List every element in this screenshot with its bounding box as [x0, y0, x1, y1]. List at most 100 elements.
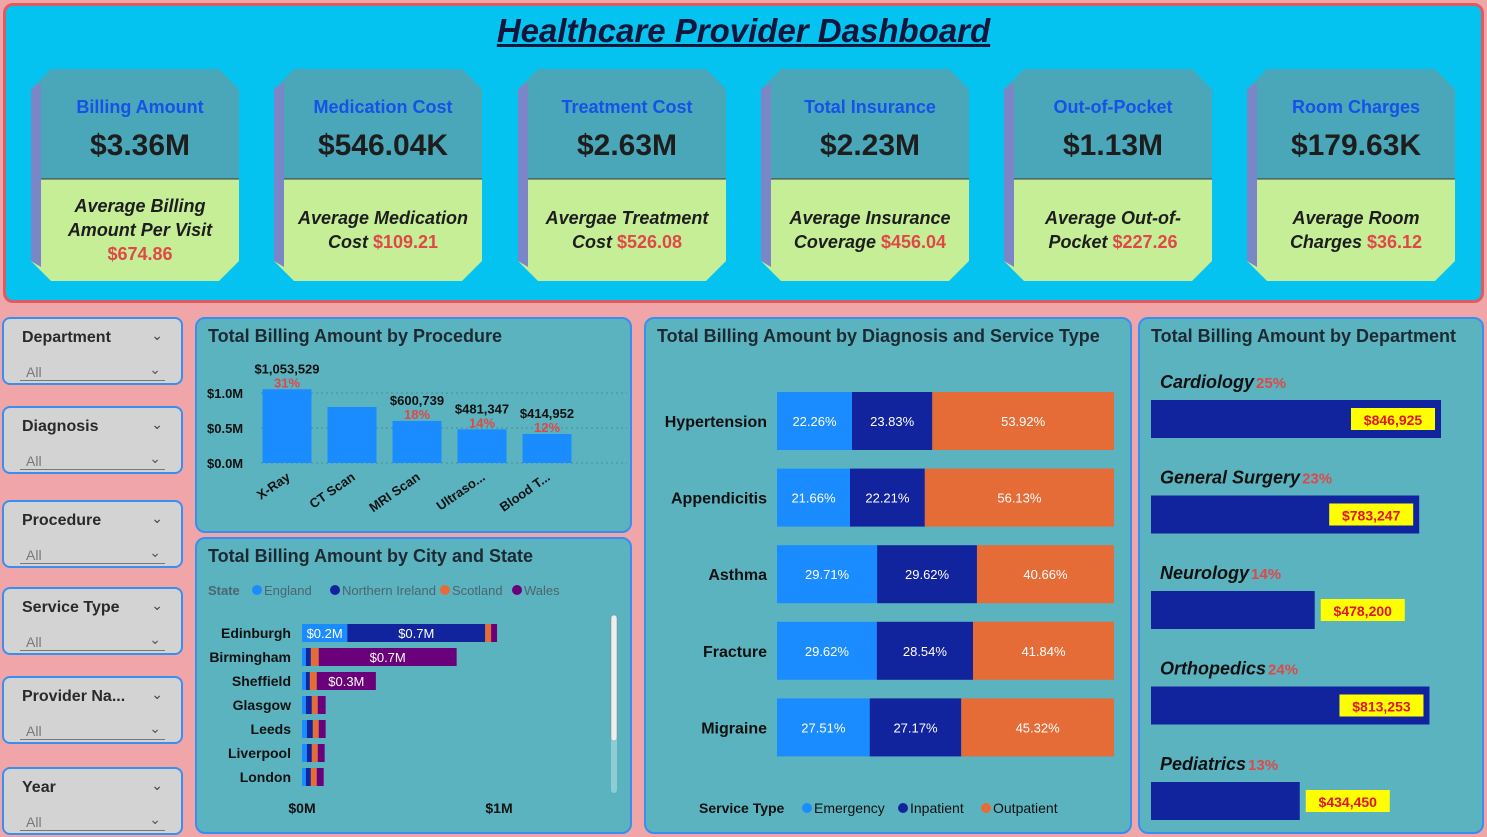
bar-segment-england[interactable] [302, 672, 306, 690]
bar-segment-wales[interactable] [317, 744, 325, 762]
slicer-dropdown[interactable]: All ⌄ [20, 448, 165, 470]
bar-segment-emergency[interactable] [777, 392, 853, 450]
data-label: $600,739 [390, 393, 444, 408]
bar-segment-wales[interactable] [316, 768, 324, 786]
dropdown-arrow-icon[interactable]: ⌄ [149, 811, 161, 827]
bar-segment-wales[interactable] [318, 720, 326, 738]
slicer-department[interactable]: Department ⌄ All ⌄ [2, 317, 183, 385]
dropdown-arrow-icon[interactable]: ⌄ [149, 720, 161, 736]
legend-entry: Outpatient [993, 800, 1058, 816]
bar-segment-northern-ireland[interactable] [306, 744, 312, 762]
bar-segment-outpatient[interactable] [932, 392, 1114, 450]
slicer-dropdown[interactable]: All ⌄ [20, 359, 165, 381]
x-tick-label: $0M [288, 800, 315, 816]
chevron-down-icon[interactable]: ⌄ [151, 597, 163, 613]
bar-segment-england[interactable] [302, 744, 307, 762]
slicer-value: All [26, 364, 42, 380]
chevron-down-icon[interactable]: ⌄ [151, 327, 163, 343]
bar-x-ray[interactable] [262, 389, 312, 463]
dropdown-arrow-icon[interactable]: ⌄ [149, 631, 161, 647]
bar-pediatrics[interactable] [1151, 782, 1300, 820]
bar-segment-wales[interactable] [491, 624, 498, 642]
bar-segment-inpatient[interactable] [869, 698, 962, 757]
bar-segment-inpatient[interactable] [852, 392, 933, 450]
bar-segment-england[interactable] [302, 648, 306, 666]
bar-segment-outpatient[interactable] [924, 468, 1114, 527]
chevron-down-icon[interactable]: ⌄ [151, 510, 163, 526]
legend-entry: Scotland [452, 583, 503, 598]
percent-label: 25% [1256, 375, 1286, 392]
bar-segment-emergency[interactable] [777, 545, 878, 604]
bar-segment-emergency[interactable] [777, 698, 870, 757]
value-label: $478,200 [1334, 603, 1393, 619]
kpi-value: $2.63M [576, 129, 678, 162]
bar-label: 21.66% [791, 491, 836, 506]
slicer-diagnosis[interactable]: Diagnosis ⌄ All ⌄ [2, 406, 183, 474]
kpi-average-value: $227.26 [1112, 232, 1178, 252]
dropdown-arrow-icon[interactable]: ⌄ [149, 544, 161, 560]
bar-segment-wales[interactable] [318, 648, 457, 666]
bar-segment-outpatient[interactable] [961, 698, 1114, 757]
slicer-dropdown[interactable]: All ⌄ [20, 718, 165, 740]
kpi-card-shape [1247, 69, 1455, 281]
kpi-value: $546.04K [317, 129, 449, 162]
bar-segment-inpatient[interactable] [877, 545, 977, 604]
slicer-procedure[interactable]: Procedure ⌄ All ⌄ [2, 500, 183, 568]
bar-label: 23.83% [870, 414, 915, 429]
bar-segment-northern-ireland[interactable] [306, 720, 313, 738]
bar-segment-scotland[interactable] [485, 624, 492, 642]
bar-segment-northern-ireland[interactable] [305, 696, 312, 714]
slicer-service-type[interactable]: Service Type ⌄ All ⌄ [2, 587, 183, 655]
bar-segment-emergency[interactable] [777, 468, 850, 527]
scrollbar-thumb[interactable] [610, 614, 618, 742]
dropdown-arrow-icon[interactable]: ⌄ [149, 361, 161, 377]
chevron-down-icon[interactable]: ⌄ [151, 777, 163, 793]
slicer-dropdown[interactable]: All ⌄ [20, 629, 165, 651]
bar-label: 22.26% [792, 414, 837, 429]
bar-ct-scan[interactable] [327, 407, 377, 463]
kpi-average-value: $456.04 [880, 232, 947, 252]
bar-segment-scotland[interactable] [309, 672, 317, 690]
bar-segment-england[interactable] [302, 720, 307, 738]
bar-segment-northern-ireland[interactable] [305, 648, 311, 666]
bar-segment-wales[interactable] [317, 696, 326, 714]
bar-ultraso[interactable] [457, 429, 507, 463]
percent-label: 12% [534, 420, 560, 435]
bar-segment-northern-ireland[interactable] [305, 672, 310, 690]
bar-segment-emergency[interactable] [777, 621, 877, 680]
bar-segment-scotland[interactable] [310, 648, 319, 666]
bar-segment-wales[interactable] [316, 672, 376, 690]
bar-neurology[interactable] [1151, 591, 1315, 629]
bar-segment-scotland[interactable] [311, 744, 318, 762]
slicer-value: All [26, 634, 42, 650]
kpi-card-medication-cost: Medication Cost $546.04K Average Medicatio… [274, 69, 482, 281]
bar-segment-england[interactable] [302, 696, 306, 714]
slicer-year[interactable]: Year ⌄ All ⌄ [2, 767, 183, 835]
percent-label: 24% [1268, 662, 1298, 679]
department-label: Cardiology [1160, 372, 1255, 392]
bar-segment-england[interactable] [302, 624, 348, 642]
chevron-down-icon[interactable]: ⌄ [151, 686, 163, 702]
bar-segment-outpatient[interactable] [972, 621, 1114, 680]
bar-segment-scotland[interactable] [311, 696, 318, 714]
kpi-card-total-insurance: Total Insurance $2.23M Average Insurance C… [761, 69, 969, 281]
x-tick-label: X-Ray [254, 469, 293, 503]
bar-blood-t[interactable] [522, 433, 572, 463]
bar-segment-northern-ireland[interactable] [347, 624, 486, 642]
bar-segment-northern-ireland[interactable] [305, 768, 311, 786]
bar-label: $0.7M [398, 626, 434, 641]
bar-mri-scan[interactable] [392, 420, 442, 463]
slicer-title: Procedure [22, 512, 102, 529]
chevron-down-icon[interactable]: ⌄ [151, 416, 163, 432]
bar-segment-inpatient[interactable] [876, 621, 973, 680]
bar-segment-outpatient[interactable] [976, 545, 1114, 604]
bar-segment-scotland[interactable] [312, 720, 319, 738]
bar-segment-england[interactable] [302, 768, 306, 786]
slicer-provider-na[interactable]: Provider Na... ⌄ All ⌄ [2, 676, 183, 744]
bar-segment-inpatient[interactable] [849, 468, 925, 527]
value-label-box [1329, 503, 1414, 526]
dropdown-arrow-icon[interactable]: ⌄ [149, 450, 161, 466]
slicer-dropdown[interactable]: All ⌄ [20, 809, 165, 831]
bar-segment-scotland[interactable] [310, 768, 317, 786]
slicer-dropdown[interactable]: All ⌄ [20, 542, 165, 564]
